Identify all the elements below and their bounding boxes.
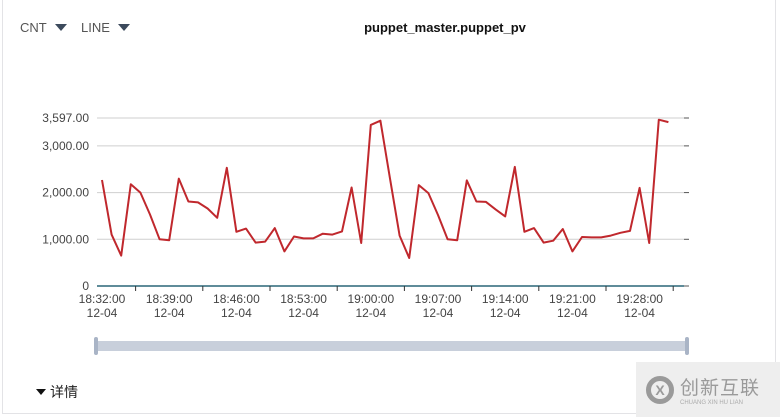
logo-icon: X bbox=[646, 375, 674, 404]
details-label: 详情 bbox=[50, 384, 78, 400]
x-tick-label-time: 18:39:00 bbox=[146, 292, 193, 306]
y-tick-label: 2,000.00 bbox=[42, 186, 89, 200]
y-tick-label: 1,000.00 bbox=[42, 232, 89, 246]
caret-down-icon bbox=[36, 389, 46, 395]
x-tick-label-date: 12-04 bbox=[355, 306, 386, 320]
metric-select-label: CNT bbox=[20, 20, 47, 35]
details-toggle[interactable]: 详情 bbox=[36, 382, 78, 402]
watermark-subtext: CHUANG XIN HU LIAN bbox=[680, 400, 744, 406]
line-chart: 0 1,000.00 2,000.00 3,000.00 3,597.00 18:32:0… bbox=[42, 111, 689, 320]
x-tick-label-time: 19:21:00 bbox=[549, 292, 596, 306]
x-tick-label-time: 19:00:00 bbox=[347, 292, 394, 306]
x-tick-label-time: 18:46:00 bbox=[213, 292, 260, 306]
chevron-down-icon bbox=[54, 24, 67, 31]
x-tick-label-time: 19:28:00 bbox=[616, 292, 663, 306]
x-tick-label-date: 12-04 bbox=[87, 306, 118, 320]
chevron-down-icon bbox=[117, 24, 130, 31]
metric-select[interactable]: CNT bbox=[20, 20, 67, 35]
watermark-text: 创新互联 bbox=[680, 378, 761, 399]
chart-type-select[interactable]: LINE bbox=[81, 20, 130, 35]
time-range-slider[interactable] bbox=[94, 337, 689, 355]
x-tick-label-date: 12-04 bbox=[624, 306, 655, 320]
x-tick-label-date: 12-04 bbox=[423, 306, 454, 320]
x-tick-label-date: 12-04 bbox=[490, 306, 521, 320]
x-tick-label-time: 18:32:00 bbox=[79, 292, 126, 306]
chart-type-select-label: LINE bbox=[81, 20, 110, 35]
series-line bbox=[101, 118, 669, 259]
y-tick-label: 3,000.00 bbox=[42, 139, 89, 153]
x-tick-label-date: 12-04 bbox=[154, 306, 185, 320]
chart-title: puppet_master.puppet_pv bbox=[364, 20, 526, 35]
x-tick-label-date: 12-04 bbox=[288, 306, 319, 320]
watermark-logo: X 创新互联 CHUANG XIN HU LIAN bbox=[636, 362, 780, 417]
x-tick-label-date: 12-04 bbox=[221, 306, 252, 320]
x-tick-label-date: 12-04 bbox=[557, 306, 588, 320]
x-tick-label-time: 18:53:00 bbox=[280, 292, 327, 306]
x-tick-label-time: 19:07:00 bbox=[415, 292, 462, 306]
y-tick-label: 3,597.00 bbox=[42, 111, 89, 125]
x-tick-label-time: 19:14:00 bbox=[482, 292, 529, 306]
slider-handle-left[interactable] bbox=[94, 337, 98, 355]
slider-handle-right[interactable] bbox=[685, 337, 689, 355]
y-tick-label: 0 bbox=[82, 279, 89, 293]
